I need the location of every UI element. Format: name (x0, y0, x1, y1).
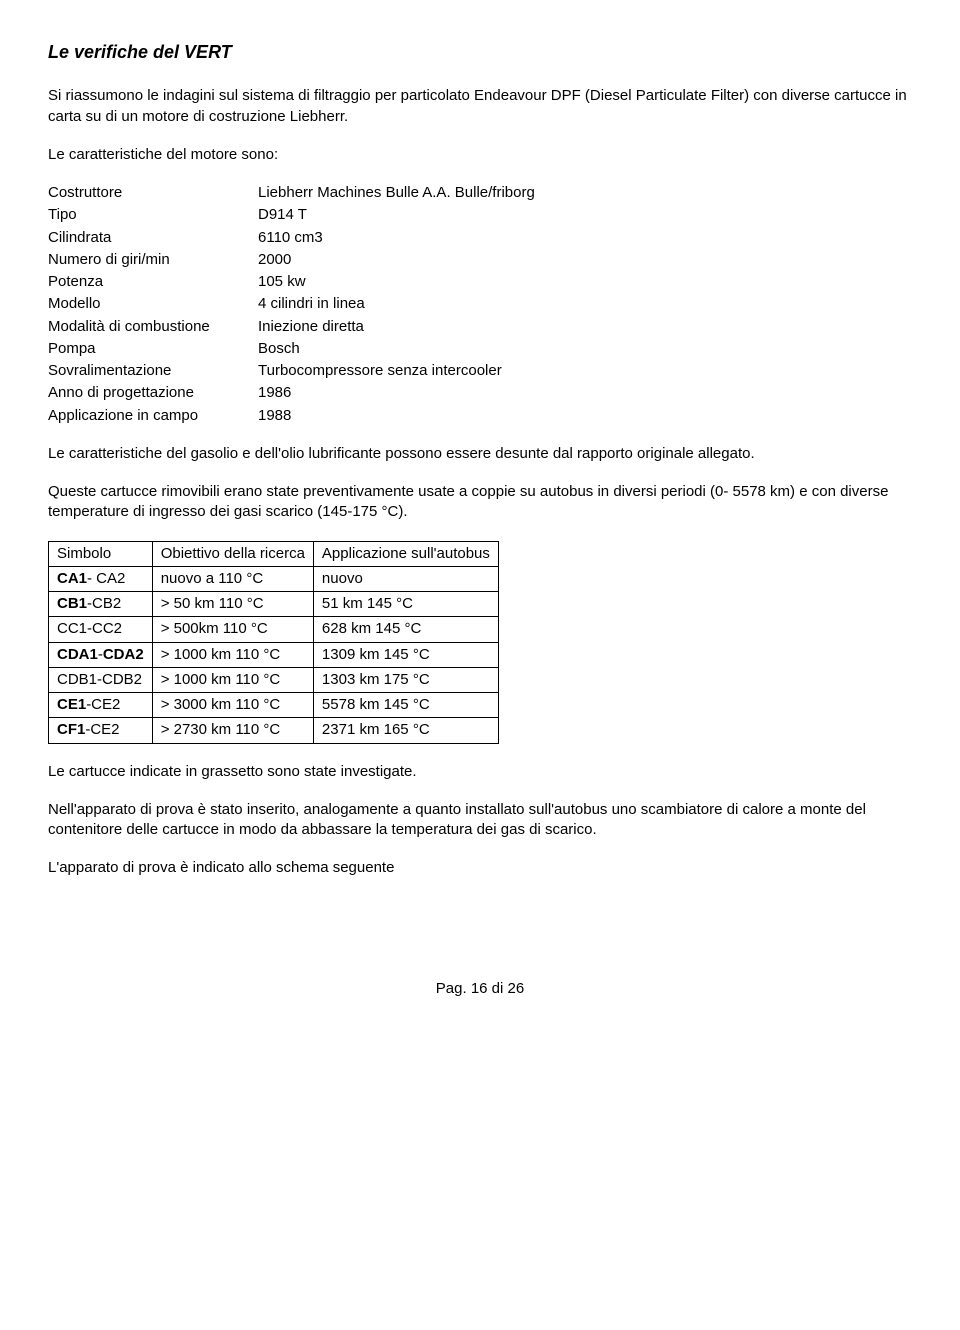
table-cell: 5578 km 145 °C (313, 693, 498, 718)
spec-value: 4 cilindri in linea (258, 294, 912, 314)
table-cell: > 2730 km 110 °C (152, 718, 313, 743)
spec-label: Anno di progettazione (48, 383, 258, 403)
table-cell: CDB1-CDB2 (49, 667, 153, 692)
spec-label: Potenza (48, 272, 258, 292)
table-cell: 628 km 145 °C (313, 617, 498, 642)
table-cell: CB1-CB2 (49, 592, 153, 617)
table-header-cell: Obiettivo della ricerca (152, 541, 313, 566)
spec-label: Applicazione in campo (48, 406, 258, 426)
table-cell: > 500km 110 °C (152, 617, 313, 642)
spec-label: Tipo (48, 205, 258, 225)
table-cell: > 1000 km 110 °C (152, 642, 313, 667)
table-cell: CE1-CE2 (49, 693, 153, 718)
spec-value: Bosch (258, 339, 912, 359)
spec-value: 2000 (258, 250, 912, 270)
spec-value: Iniezione diretta (258, 317, 912, 337)
page-footer: Pag. 16 di 26 (48, 979, 912, 999)
spec-label: Numero di giri/min (48, 250, 258, 270)
page-title: Le verifiche del VERT (48, 40, 912, 64)
table-row: CB1-CB2> 50 km 110 °C51 km 145 °C (49, 592, 499, 617)
table-row: CA1- CA2nuovo a 110 °Cnuovo (49, 566, 499, 591)
spec-value: 1986 (258, 383, 912, 403)
table-row: CDA1-CDA2> 1000 km 110 °C1309 km 145 °C (49, 642, 499, 667)
spec-label: Costruttore (48, 183, 258, 203)
table-header-cell: Applicazione sull'autobus (313, 541, 498, 566)
table-cell: nuovo (313, 566, 498, 591)
table-row: CDB1-CDB2> 1000 km 110 °C1303 km 175 °C (49, 667, 499, 692)
table-cell: 51 km 145 °C (313, 592, 498, 617)
table-cell: 2371 km 165 °C (313, 718, 498, 743)
apparato-paragraph: Nell'apparato di prova è stato inserito,… (48, 800, 912, 841)
spec-label: Cilindrata (48, 228, 258, 248)
spec-value: 105 kw (258, 272, 912, 292)
table-cell: 1309 km 145 °C (313, 642, 498, 667)
table-cell: nuovo a 110 °C (152, 566, 313, 591)
spec-value: D914 T (258, 205, 912, 225)
spec-label: Pompa (48, 339, 258, 359)
spec-label: Modalità di combustione (48, 317, 258, 337)
spec-value: Turbocompressore senza intercooler (258, 361, 912, 381)
table-cell: 1303 km 175 °C (313, 667, 498, 692)
spec-value: 1988 (258, 406, 912, 426)
table-cell: > 3000 km 110 °C (152, 693, 313, 718)
table-cell: CF1-CE2 (49, 718, 153, 743)
spec-value: 6110 cm3 (258, 228, 912, 248)
research-table: SimboloObiettivo della ricercaApplicazio… (48, 541, 499, 744)
table-cell: CC1-CC2 (49, 617, 153, 642)
specs-intro: Le caratteristiche del motore sono: (48, 145, 912, 165)
table-cell: CDA1-CDA2 (49, 642, 153, 667)
table-cell: > 50 km 110 °C (152, 592, 313, 617)
spec-value: Liebherr Machines Bulle A.A. Bulle/fribo… (258, 183, 912, 203)
table-cell: > 1000 km 110 °C (152, 667, 313, 692)
table-header-cell: Simbolo (49, 541, 153, 566)
table-row: CE1-CE2> 3000 km 110 °C5578 km 145 °C (49, 693, 499, 718)
spec-label: Sovralimentazione (48, 361, 258, 381)
table-row: CF1-CE2> 2730 km 110 °C2371 km 165 °C (49, 718, 499, 743)
cartucce-paragraph: Queste cartucce rimovibili erano state p… (48, 482, 912, 523)
table-cell: CA1- CA2 (49, 566, 153, 591)
gasolio-paragraph: Le caratteristiche del gasolio e dell'ol… (48, 444, 912, 464)
investigate-paragraph: Le cartucce indicate in grassetto sono s… (48, 762, 912, 782)
spec-label: Modello (48, 294, 258, 314)
schema-paragraph: L'apparato di prova è indicato allo sche… (48, 858, 912, 878)
table-row: CC1-CC2> 500km 110 °C628 km 145 °C (49, 617, 499, 642)
specs-grid: CostruttoreLiebherr Machines Bulle A.A. … (48, 183, 912, 426)
intro-paragraph: Si riassumono le indagini sul sistema di… (48, 86, 912, 127)
